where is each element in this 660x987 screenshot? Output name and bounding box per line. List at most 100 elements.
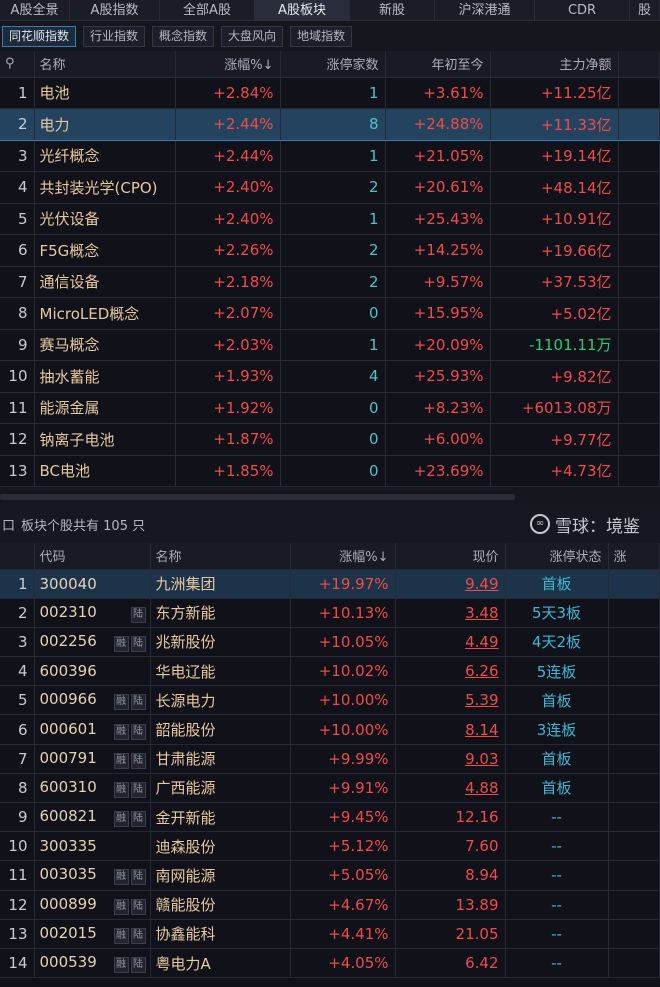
- net-inflow: +37.53亿: [490, 266, 619, 298]
- row-index: 8: [0, 297, 35, 330]
- margin-badge: 融: [113, 811, 129, 828]
- stock-row[interactable]: 10 300335 迪森股份 +5.12% 7.60 --: [0, 831, 660, 862]
- col-change[interactable]: 涨幅%↓: [290, 543, 396, 570]
- stock-row[interactable]: 3 002256 融陆兆新股份 +10.05% 4.49 4天2板: [0, 627, 660, 658]
- tab-4[interactable]: 新股: [350, 0, 435, 20]
- col-limit-status[interactable]: 涨停状态: [505, 543, 609, 570]
- limit-up-count: 0: [280, 297, 386, 330]
- sector-row[interactable]: 5 光伏设备 +2.40% 1 +25.43% +10.91亿: [0, 203, 660, 235]
- stock-row[interactable]: 6 000601 融陆韶能股份 +10.00% 8.14 3连板: [0, 714, 660, 745]
- scrollbar-thumb[interactable]: [0, 494, 515, 500]
- sector-row[interactable]: 9 赛马概念 +2.03% 1 +20.09% -1101.11万: [0, 329, 660, 361]
- change-percent: +10.05%: [290, 627, 396, 658]
- ytd-change: +14.25%: [385, 234, 491, 267]
- stock-row[interactable]: 7 000791 融陆甘肃能源 +9.99% 9.03 首板: [0, 744, 660, 774]
- tab-6[interactable]: CDR: [535, 0, 630, 20]
- col-name[interactable]: 名称: [150, 543, 291, 570]
- sector-row[interactable]: 4 共封装光学(CPO) +2.40% 2 +20.61% +48.14亿: [0, 171, 660, 204]
- extra-cell: [608, 831, 660, 862]
- current-price: 8.94: [395, 860, 506, 891]
- change-percent: +19.97%: [290, 569, 396, 599]
- sector-name: BC电池: [34, 455, 176, 487]
- collapse-icon[interactable]: 口: [2, 518, 16, 534]
- stock-row[interactable]: 14 000539 融陆粤电力A +4.05% 6.42 --: [0, 948, 660, 979]
- col-more[interactable]: 涨: [608, 543, 660, 570]
- connect-badge: 陆: [130, 752, 146, 769]
- sector-row[interactable]: 7 通信设备 +2.18% 2 +9.57% +37.53亿: [0, 266, 660, 298]
- col-limit-count[interactable]: 涨停家数: [280, 51, 386, 78]
- stock-row[interactable]: 9 600821 融陆金开新能 +9.45% 12.16 --: [0, 802, 660, 833]
- col-code[interactable]: 代码: [34, 543, 151, 570]
- stock-code: 000539 融陆: [34, 948, 151, 979]
- change-percent: +5.12%: [290, 831, 396, 862]
- sector-row[interactable]: 6 F5G概念 +2.26% 2 +14.25% +19.66亿: [0, 234, 660, 267]
- col-ytd[interactable]: 年初至今: [385, 51, 491, 78]
- stock-row[interactable]: 12 000899 融陆赣能股份 +4.67% 13.89 --: [0, 890, 660, 920]
- stock-name: 协鑫能科: [150, 919, 291, 949]
- sector-row[interactable]: 2 电力 +2.44% 8 +24.88% +11.33亿: [0, 108, 660, 141]
- stock-row[interactable]: 2 002310 陆东方新能 +10.13% 3.48 5天3板: [0, 598, 660, 628]
- net-inflow: -1101.11万: [490, 329, 619, 361]
- limit-up-count: 1: [280, 329, 386, 361]
- subtab-0[interactable]: 同花顺指数: [2, 25, 77, 47]
- tab-1[interactable]: A股指数: [70, 0, 160, 20]
- sector-row[interactable]: 3 光纤概念 +2.44% 1 +21.05% +19.14亿: [0, 140, 660, 172]
- col-name[interactable]: 名称: [34, 51, 176, 78]
- sector-row[interactable]: 8 MicroLED概念 +2.07% 0 +15.95% +5.02亿: [0, 297, 660, 330]
- tab-7[interactable]: 股: [630, 0, 660, 20]
- change-percent: +4.41%: [290, 919, 396, 949]
- tab-2[interactable]: 全部A股: [160, 0, 255, 20]
- change-percent: +9.91%: [290, 773, 396, 804]
- ytd-change: +25.93%: [385, 360, 491, 393]
- col-change[interactable]: 涨幅%↓: [175, 51, 281, 78]
- limit-up-count: 0: [280, 455, 386, 487]
- sector-row[interactable]: 10 抽水蓄能 +1.93% 4 +25.93% +9.82亿: [0, 360, 660, 393]
- change-percent: +2.03%: [175, 329, 281, 361]
- row-index: 2: [0, 598, 35, 628]
- net-inflow: +11.25亿: [490, 77, 619, 109]
- tab-0[interactable]: A股全景: [0, 0, 70, 20]
- tab-3[interactable]: A股板块: [255, 0, 350, 20]
- tab-5[interactable]: 沪深港通: [435, 0, 535, 20]
- stock-row[interactable]: 5 000966 融陆长源电力 +10.00% 5.39 首板: [0, 685, 660, 716]
- subtab-3[interactable]: 大盘风向: [221, 25, 284, 47]
- sector-row[interactable]: 12 钠离子电池 +1.87% 0 +6.00% +9.77亿: [0, 423, 660, 456]
- limit-up-count: 4: [280, 360, 386, 393]
- stock-row[interactable]: 13 002015 融陆协鑫能科 +4.41% 21.05 --: [0, 919, 660, 949]
- ytd-change: +6.00%: [385, 423, 491, 456]
- horizontal-scrollbar[interactable]: [0, 487, 660, 505]
- change-percent: +1.92%: [175, 392, 281, 424]
- subtab-4[interactable]: 地域指数: [290, 25, 353, 47]
- subtab-1[interactable]: 行业指数: [83, 25, 146, 47]
- stock-row[interactable]: 1 300040 九洲集团 +19.97% 9.49 首板: [0, 569, 660, 599]
- sector-row[interactable]: 11 能源金属 +1.92% 0 +8.23% +6013.08万: [0, 392, 660, 424]
- extra-cell: [618, 392, 660, 424]
- sector-row[interactable]: 1 电池 +2.84% 1 +3.61% +11.25亿: [0, 77, 660, 109]
- col-price[interactable]: 现价: [395, 543, 506, 570]
- subtab-2[interactable]: 概念指数: [152, 25, 215, 47]
- limit-status: 首板: [505, 773, 609, 804]
- net-inflow: +4.73亿: [490, 455, 619, 487]
- row-index: 10: [0, 360, 35, 393]
- sector-name: 光纤概念: [34, 140, 176, 172]
- stock-row[interactable]: 4 600396 华电辽能 +10.02% 6.26 5连板: [0, 656, 660, 687]
- stock-row[interactable]: 11 003035 融陆南网能源 +5.05% 8.94 --: [0, 860, 660, 891]
- current-price: 21.05: [395, 919, 506, 949]
- stock-name: 南网能源: [150, 860, 291, 891]
- badges: 融陆: [112, 953, 146, 974]
- limit-up-count: 1: [280, 203, 386, 235]
- limit-up-count: 2: [280, 171, 386, 204]
- search-icon[interactable]: ⚲: [0, 51, 35, 78]
- extra-cell: [618, 266, 660, 298]
- stock-row[interactable]: 8 600310 融陆广西能源 +9.91% 4.88 首板: [0, 773, 660, 804]
- change-percent: +10.00%: [290, 714, 396, 745]
- extra-cell: [608, 598, 660, 628]
- sub-tabs: 同花顺指数 行业指数 概念指数 大盘风向 地域指数: [0, 21, 660, 51]
- col-net[interactable]: 主力净额: [490, 51, 619, 78]
- extra-cell: [618, 360, 660, 393]
- margin-badge: 融: [113, 898, 129, 915]
- sector-row[interactable]: 13 BC电池 +1.85% 0 +23.69% +4.73亿: [0, 455, 660, 487]
- connect-badge: 陆: [130, 723, 146, 740]
- change-percent: +4.67%: [290, 890, 396, 920]
- extra-cell: [608, 773, 660, 804]
